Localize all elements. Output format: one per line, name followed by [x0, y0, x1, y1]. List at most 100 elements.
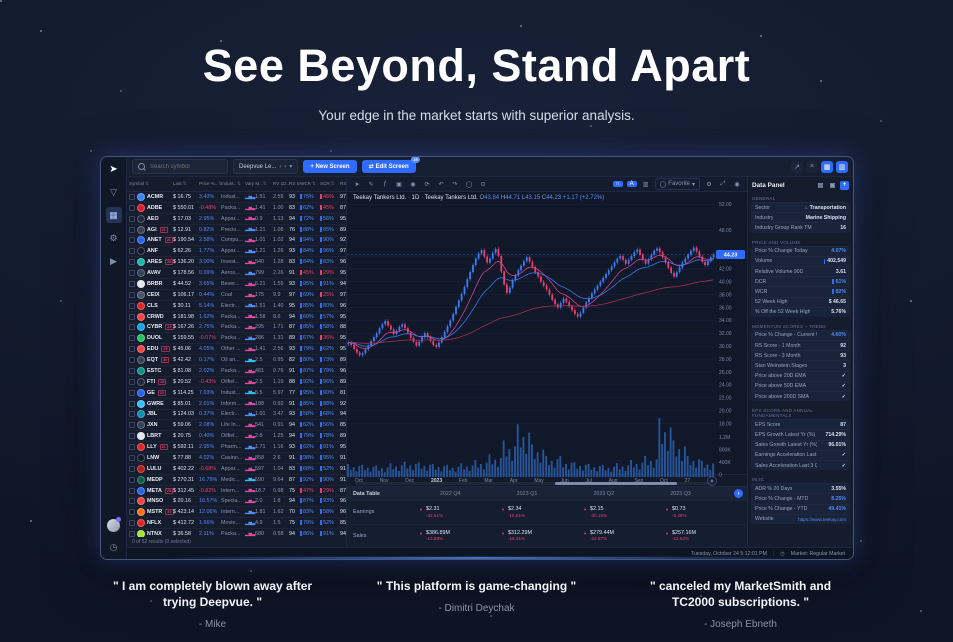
panel-icon[interactable]: ▥ — [836, 160, 848, 173]
clock-icon[interactable]: ◷ — [109, 541, 118, 552]
table-row[interactable]: ANET 21 $ 190.54 2.58% Compu... ▂▅▃ 1.01 … — [127, 236, 346, 247]
table-row[interactable]: BRBR $ 44.52 3.65% Bever... ▂▅▃ 6.21 1.5… — [127, 279, 346, 290]
expand-icon[interactable]: ⤢ — [720, 180, 726, 187]
panel-row[interactable]: % Off the 52 Week High 5.76% — [751, 307, 850, 317]
panel-row[interactable]: EPS Score 87 — [751, 419, 850, 429]
panel-row[interactable]: Price % Change - YTD 49.41% — [751, 504, 850, 514]
panel-row[interactable]: Price above 20D EMA ✓ — [751, 371, 850, 381]
row-checkbox[interactable] — [129, 367, 135, 374]
panel-row[interactable]: Sales Acceleration Last 3 Qtrs ✓ — [751, 460, 850, 470]
table-row[interactable]: CRWD $ 181.98 1.62% Packa... ▂▅▃ 1.58 8.… — [127, 312, 346, 323]
panel-row[interactable]: Sector ⌂ Transportation — [751, 202, 850, 212]
row-checkbox[interactable] — [129, 520, 135, 527]
row-checkbox[interactable] — [129, 509, 135, 516]
edit-screen-button[interactable]: ⇄ Edit Screen 19 — [361, 157, 420, 173]
panel-row[interactable]: Price % Change - Current Wk... 4.60% — [751, 330, 850, 340]
table-row[interactable]: CEIX $ 106.17 0.44% Coal ▂▅▃ 175 9.9 97 … — [127, 290, 346, 301]
search-input[interactable] — [148, 162, 216, 171]
camera-icon[interactable]: ◉ — [734, 181, 740, 188]
trend-icon[interactable]: ✎ — [368, 181, 374, 188]
row-checkbox[interactable] — [129, 291, 135, 298]
table-row[interactable]: ANF $ 62.26 1.77% Appar... ▂▅▃ 1.21 1.26… — [127, 246, 346, 257]
row-checkbox[interactable] — [129, 465, 135, 472]
row-checkbox[interactable] — [129, 215, 135, 222]
column-header[interactable]: RV 1D..⇅ — [273, 181, 289, 186]
column-header[interactable]: Vary M..⇅ — [245, 181, 267, 186]
table-row[interactable]: CYBR 23 $ 167.26 2.75% Packa... ▂▅▃ 295 1… — [127, 323, 346, 334]
table-row[interactable]: ACMR $ 16.75 3.43% Indust... ▂▅▃ 1.51 2.… — [127, 192, 346, 203]
column-header[interactable]: Symbol⇅ — [129, 181, 150, 186]
table-row[interactable]: AGI 21 $ 12.91 0.82% Precio... ▂▅▃ 1.21 1… — [127, 225, 346, 236]
favorite-dropdown[interactable]: ◯ Favorite ▾ — [654, 178, 700, 190]
refresh-icon[interactable]: ⟳ — [424, 181, 430, 188]
panel-icon[interactable]: ▥ — [642, 181, 649, 188]
new-screen-button[interactable]: + New Screen — [303, 160, 357, 173]
table-row[interactable]: ADBE $ 550.01 -0.48% Packa... ▂▅▃ 1.41 1… — [127, 203, 346, 214]
prev-icon[interactable]: ‹ — [279, 163, 282, 170]
table-row[interactable]: AEO $ 17.03 2.95% Appar... ▂▅▃ 0.9 1.13 … — [127, 214, 346, 225]
row-checkbox[interactable] — [129, 378, 135, 385]
link-icon[interactable]: ↗ — [791, 160, 803, 173]
table-row[interactable]: JXN $ 59.06 2.08% Life In... ▂▅▃ 541 0.9… — [127, 420, 346, 431]
row-checkbox[interactable] — [129, 193, 135, 200]
close-icon[interactable]: × — [806, 160, 818, 173]
panel-row[interactable]: Volume 402,549 — [751, 256, 850, 266]
screener-header[interactable]: Symbol⇅ Last⇅ Price %..⇅Indust..⇅ Vary M..⇅… — [127, 177, 346, 192]
column-header[interactable]: WCR⇅ — [300, 181, 316, 186]
table-row[interactable]: MSTR 29 $ 423.14 12.06% Intern... ▂▅▃ 1.8… — [127, 507, 346, 518]
table-row[interactable]: MNSO $ 20.16 10.57% Specia... ▂▅▃ 2.0 1.… — [127, 497, 346, 508]
table-row[interactable]: LLY 21 $ 592.11 2.95% Pharm... ▂▅▃ 1.71 1… — [127, 442, 346, 453]
panel-row[interactable]: Industry Marine Shipping — [751, 212, 850, 222]
table-row[interactable]: GWRE $ 85.01 2.01% Inform... ▂▅▃ 188 0.9… — [127, 399, 346, 410]
table-row[interactable]: MEDP $ 270.31 16.79% Medic... ▂▅▃ 590 9.… — [127, 475, 346, 486]
row-checkbox[interactable] — [129, 259, 135, 266]
row-checkbox[interactable] — [129, 389, 135, 396]
panel-row[interactable]: Sales Growth Latest Yr (%) 96.01% — [751, 440, 850, 450]
row-checkbox[interactable] — [129, 531, 135, 537]
panel-row[interactable]: Price % Change - MTD 8.25% — [751, 493, 850, 503]
column-header[interactable]: RS..⇅ — [340, 181, 347, 186]
row-checkbox[interactable] — [129, 346, 135, 353]
row-checkbox[interactable] — [129, 204, 135, 211]
sort-icon[interactable]: ⇅ — [262, 181, 267, 186]
sort-icon[interactable]: ⇅ — [145, 181, 150, 186]
row-checkbox[interactable] — [129, 476, 135, 483]
row-checkbox[interactable] — [129, 280, 135, 287]
sort-icon[interactable]: ⇅ — [237, 181, 241, 186]
panel-row[interactable]: Stan Weinstein Stages 3 — [751, 360, 850, 370]
panel-row[interactable]: Price above 50D EMA ✓ — [751, 381, 850, 391]
market-status[interactable]: Market: Regular Market — [790, 550, 845, 557]
row-checkbox[interactable] — [129, 302, 135, 309]
panel-row[interactable]: ADR % 20 Days 3.55% — [751, 483, 850, 493]
sort-icon[interactable]: ⇅ — [182, 181, 187, 186]
search-box[interactable] — [132, 159, 228, 174]
sort-icon[interactable]: ⇅ — [218, 181, 221, 186]
panel-row[interactable]: EPS Growth Latest Yr (%) 714.29% — [751, 429, 850, 439]
table-row[interactable]: FTI 25 $ 20.52 -0.43% Oilfiel... ▂▅▃ 2.5 … — [127, 377, 346, 388]
deepvue-logo-icon[interactable]: ➤ — [109, 163, 118, 175]
row-checkbox[interactable] — [129, 444, 135, 451]
row-checkbox[interactable] — [129, 487, 135, 494]
data-table-label[interactable]: Data Table — [353, 490, 380, 497]
table-row[interactable]: DUOL $ 159.55 -0.07% Packa... ▂▅▃ 286 1.… — [127, 333, 346, 344]
panel-row[interactable]: 52 Week High $ 46.65 — [751, 297, 850, 307]
video-icon[interactable]: ▶ — [110, 255, 117, 266]
panel-row[interactable]: Website https://www.teekay.com — [751, 514, 850, 524]
cursor-icon[interactable]: ➤ — [354, 181, 360, 188]
row-checkbox[interactable] — [129, 237, 135, 244]
table-row[interactable]: META 25 $ 312.45 -0.82% Intern... ▂▅▃ 18.… — [127, 486, 346, 497]
table-row[interactable]: JBL $ 124.03 0.37% Electr... ▂▅▃ 1.01 3.… — [127, 410, 346, 421]
target-icon[interactable]: ⊙ — [480, 181, 486, 188]
row-checkbox[interactable] — [129, 454, 135, 461]
copy-icon[interactable]: ▣ — [829, 182, 836, 189]
columns-icon[interactable]: ▤ — [817, 182, 824, 189]
camera-icon[interactable]: ◉ — [706, 475, 717, 486]
table-row[interactable]: CLS $ 30.11 5.14% Electr... ▂▅▃ 1.51 1.4… — [127, 301, 346, 312]
row-checkbox[interactable] — [129, 313, 135, 320]
redo-icon[interactable]: ↷ — [452, 181, 458, 188]
table-row[interactable]: LBRT $ 20.75 0.40% Oilfiel... ▂▅▃ 2.8 1.… — [127, 431, 346, 442]
table-row[interactable]: EDU 29 $ 45.06 4.05% Other ... ▂▅▃ 1.41 2… — [127, 344, 346, 355]
camera-icon[interactable]: ◉ — [410, 181, 416, 188]
panel-row[interactable]: WCR 82% — [751, 286, 850, 296]
screener-icon[interactable]: ▦ — [105, 207, 122, 223]
